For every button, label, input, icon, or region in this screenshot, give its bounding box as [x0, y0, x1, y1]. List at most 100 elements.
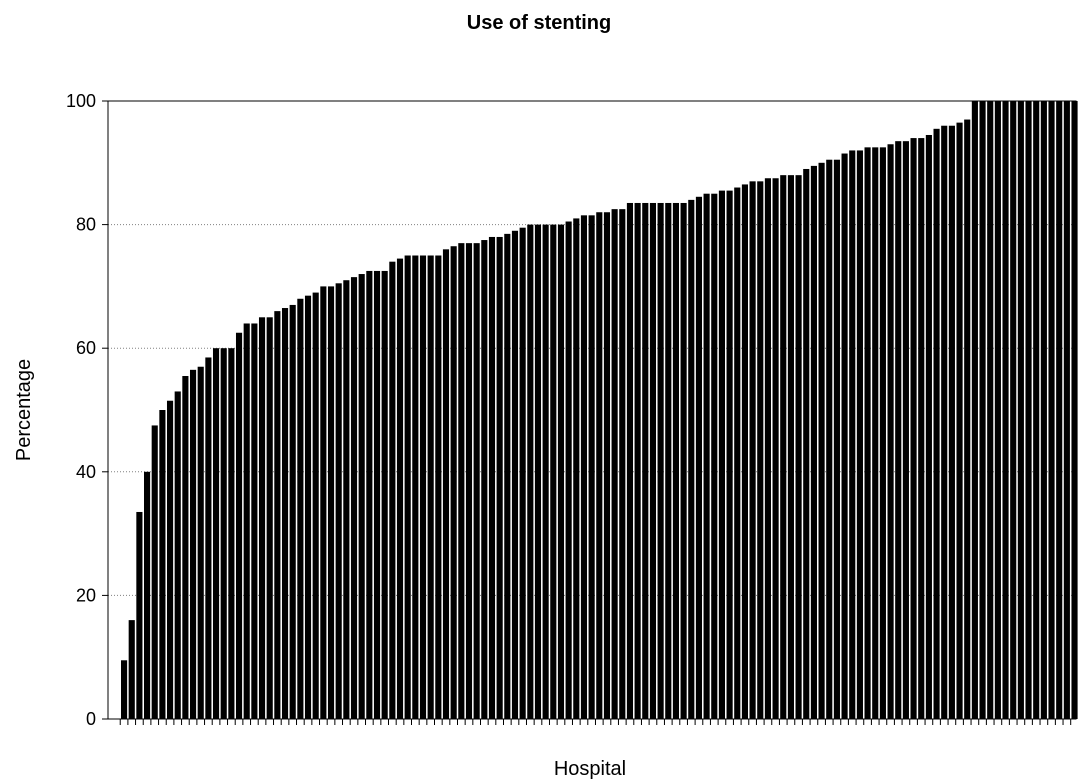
bar: [925, 134, 932, 720]
bar: [550, 224, 557, 719]
bar: [887, 144, 894, 719]
bar: [136, 511, 143, 719]
bar: [151, 425, 158, 719]
y-axis-ticks: 0 20 40 60 80 100: [66, 91, 108, 729]
bar: [818, 162, 825, 720]
bar: [182, 376, 189, 719]
y-axis-label: Percentage: [13, 359, 35, 461]
bar: [757, 181, 764, 720]
bar: [994, 101, 1001, 719]
bar: [320, 286, 327, 719]
bar: [619, 209, 626, 719]
bar: [665, 202, 672, 720]
bar: [343, 280, 350, 719]
bar: [396, 258, 404, 719]
bar: [465, 243, 473, 719]
bar: [1010, 101, 1017, 719]
bar: [381, 270, 388, 719]
y-tick-label: 60: [76, 338, 96, 358]
bar: [1048, 101, 1055, 719]
bar: [350, 277, 358, 719]
y-tick-label: 40: [76, 462, 96, 482]
bar: [1033, 101, 1040, 719]
bar: [427, 255, 434, 719]
bar: [695, 196, 703, 720]
bar: [504, 233, 511, 719]
bar: [833, 159, 840, 719]
bar: [626, 202, 634, 720]
bar: [971, 101, 978, 719]
bar: [496, 236, 503, 719]
bar: [266, 317, 273, 719]
bar: [128, 620, 135, 719]
bar: [174, 391, 181, 719]
bar: [749, 181, 756, 720]
bar: [1056, 101, 1063, 719]
bar: [864, 147, 871, 720]
bar: [703, 193, 710, 719]
bar: [826, 159, 833, 719]
bar: [772, 178, 779, 719]
bar: [726, 190, 733, 720]
bar: [335, 283, 342, 719]
bar: [481, 240, 488, 720]
x-axis-label: Hospital: [554, 758, 626, 780]
bar: [611, 209, 618, 719]
axes: [107, 100, 1077, 720]
chart-title: Use of stenting: [466, 12, 612, 34]
bar: [274, 311, 281, 719]
bar: [557, 224, 565, 719]
bar: [419, 255, 427, 719]
bar: [1063, 101, 1070, 719]
bar: [956, 122, 963, 719]
bar: [289, 304, 296, 719]
bar: [964, 119, 971, 720]
bar: [588, 215, 595, 719]
bar: [251, 323, 258, 719]
bar: [389, 261, 396, 719]
y-tick-label: 80: [76, 215, 96, 235]
bar: [297, 298, 304, 719]
bar: [534, 224, 542, 719]
bar: [895, 141, 902, 720]
bar: [688, 199, 695, 719]
bar: [366, 270, 373, 719]
bar: [412, 255, 419, 719]
bar: [718, 190, 725, 720]
bar: [987, 101, 994, 719]
bar: [711, 193, 718, 719]
y-tick-label: 0: [86, 709, 96, 729]
bar: [902, 141, 909, 720]
bar: [764, 178, 771, 719]
bar: [649, 202, 657, 720]
bar: [212, 348, 220, 719]
bar: [573, 218, 580, 720]
plot-frame: [107, 100, 1077, 720]
bar: [373, 270, 381, 719]
bar: [680, 202, 687, 720]
y-tick-label: 20: [76, 585, 96, 605]
bar: [312, 292, 319, 719]
bar: [121, 660, 128, 719]
bar: [933, 128, 940, 719]
bar: [856, 150, 863, 719]
bar: [596, 212, 603, 720]
bar: [197, 366, 204, 719]
bar: [442, 249, 450, 719]
bar: [948, 125, 955, 720]
bar: [580, 215, 588, 719]
bar: [1071, 101, 1078, 719]
bar: [527, 224, 534, 719]
bar: [787, 175, 794, 719]
bar: [235, 332, 243, 719]
bar: [488, 236, 496, 719]
bar: [304, 295, 312, 719]
bar: [672, 202, 680, 720]
bar: [542, 224, 549, 719]
bar: [979, 101, 986, 719]
bar: [734, 187, 741, 719]
bar: [166, 400, 174, 719]
bar: [634, 202, 641, 720]
bar: [519, 227, 526, 719]
bar: [565, 221, 572, 719]
